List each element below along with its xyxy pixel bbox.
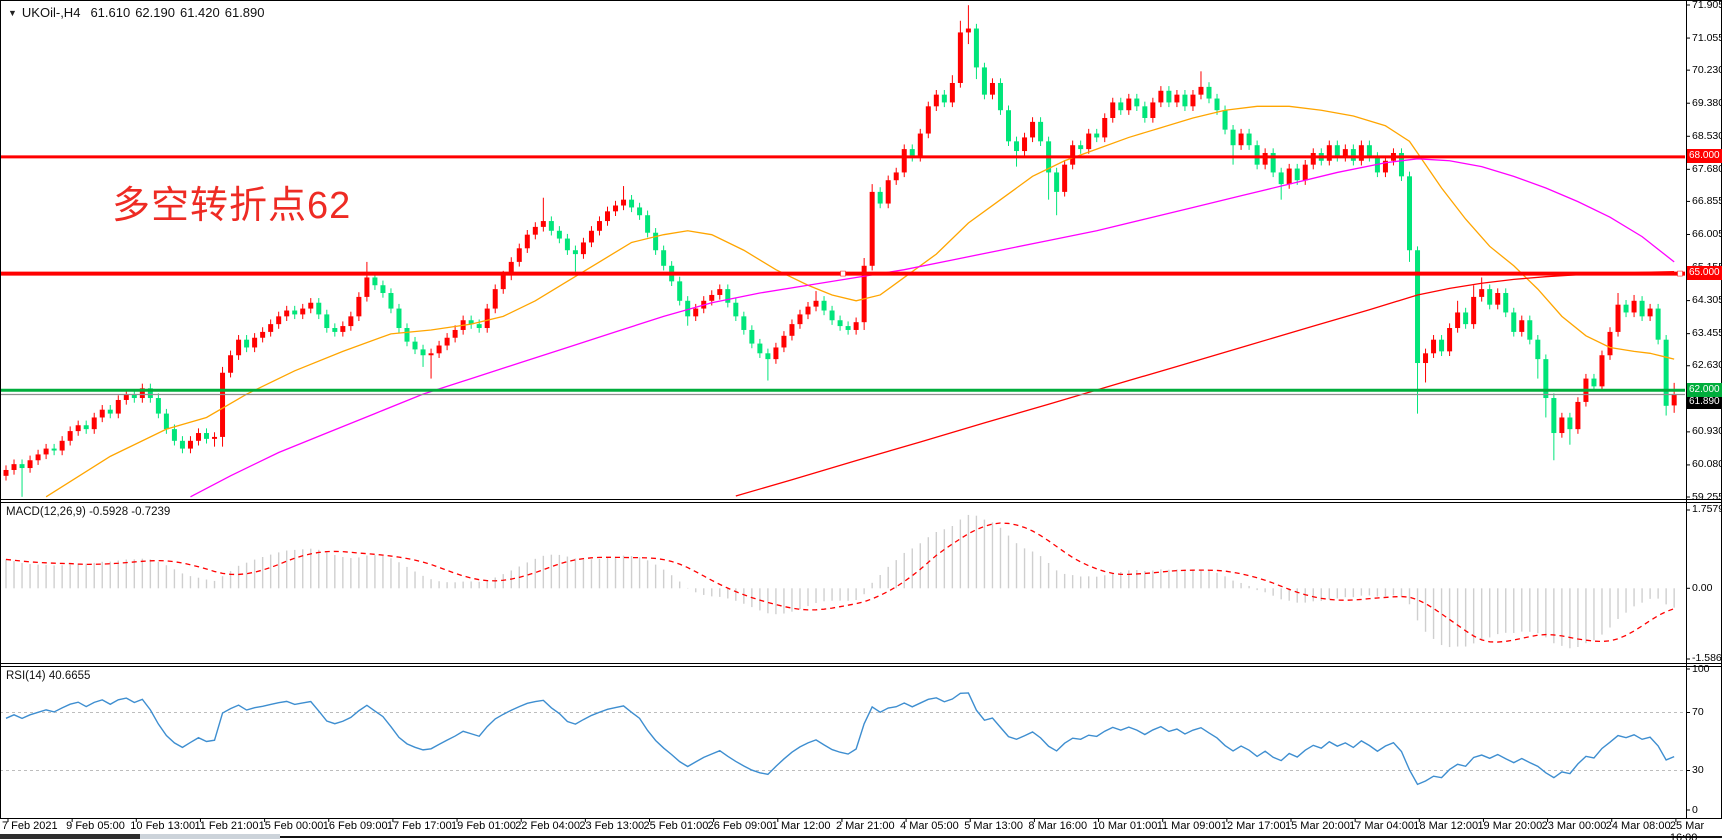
ohlc-low: 61.420 — [179, 5, 220, 20]
time-axis-label[interactable]: 17 Mar 04:00 — [1349, 820, 1414, 832]
time-axis-label[interactable]: 15 Mar 20:00 — [1285, 820, 1350, 832]
rsi-indicator-label: RSI(14) 40.6655 — [6, 670, 90, 682]
time-axis-label[interactable]: 25 Feb 01:00 — [643, 820, 709, 832]
time-axis-label[interactable]: 23 Feb 13:00 — [579, 820, 645, 832]
macd-axis-tick: 0.00 — [1692, 581, 1713, 594]
price-axis-tick: 67.680 — [1692, 162, 1722, 175]
symbol-dropdown-icon[interactable]: ▼ — [8, 8, 17, 18]
time-axis-label[interactable]: 9 Feb 05:00 — [66, 820, 125, 832]
rsi-axis-tick: 0 — [1692, 803, 1698, 816]
rsi-line — [5, 692, 1675, 786]
time-axis-label[interactable]: 2 Mar 21:00 — [835, 820, 895, 832]
symbol-info-bar[interactable]: ▼ UKOil-,H4 61.610 62.190 61.420 61.890 — [8, 5, 270, 20]
chart-text-annotation[interactable]: 多空转折点62 — [112, 185, 352, 227]
symbol-period-label: UKOil-,H4 — [21, 5, 81, 20]
macd-name: MACD(12,26,9) — [6, 506, 86, 518]
price-axis-tick: 62.630 — [1692, 359, 1722, 372]
time-axis-label[interactable]: 26 Feb 09:00 — [707, 820, 773, 832]
price-axis-tick: 64.305 — [1692, 294, 1722, 307]
macd-indicator-label: MACD(12,26,9) -0.5928 -0.7239 — [6, 506, 170, 518]
time-axis-label[interactable]: 24 Mar 08:00 — [1605, 820, 1671, 832]
rsi-name: RSI(14) — [6, 670, 46, 682]
price-axis-tick: 59.255 — [1692, 490, 1722, 503]
bid-price-tag: 61.890 — [1687, 395, 1722, 410]
time-axis-label[interactable]: 10 Feb 13:00 — [130, 820, 196, 832]
time-axis-label[interactable]: 4 Mar 05:00 — [900, 820, 959, 832]
ma-mid-magenta — [190, 158, 1675, 498]
price-axis-tick: 66.855 — [1692, 194, 1722, 207]
time-axis-label[interactable]: 18 Mar 12:00 — [1413, 820, 1479, 832]
time-axis-label[interactable]: 7 Feb 2021 — [2, 820, 58, 832]
horizontal-scrollbar-page[interactable] — [140, 834, 280, 839]
price-axis-tick: 60.080 — [1692, 458, 1722, 471]
rsi-axis-tick: 100 — [1692, 662, 1710, 675]
ma-slow-red — [735, 270, 1675, 497]
price-axis-tick: 60.930 — [1692, 425, 1722, 438]
hline-selection-marker[interactable] — [1677, 270, 1683, 277]
time-axis-label[interactable]: 15 Feb 00:00 — [258, 820, 324, 832]
rsi-value: 40.6655 — [48, 670, 91, 682]
time-axis-label[interactable]: 25 Mar 16:00 — [1669, 820, 1705, 840]
time-axis-label[interactable]: 1 Mar 12:00 — [771, 820, 831, 832]
macd-signal-line — [5, 522, 1675, 643]
horizontal-scrollbar-track[interactable] — [280, 836, 1722, 838]
time-axis-label[interactable]: 22 Feb 04:00 — [515, 820, 581, 832]
rsi-axis-tick: 30 — [1692, 764, 1704, 776]
price-axis-tick: 71.055 — [1692, 31, 1722, 44]
macd-values: -0.5928 -0.7239 — [89, 506, 171, 518]
candles — [3, 5, 1677, 497]
time-axis-label[interactable]: 11 Feb 21:00 — [194, 820, 259, 832]
time-axis-label[interactable]: 16 Feb 09:00 — [322, 820, 388, 832]
price-axis-tick: 69.380 — [1692, 96, 1722, 109]
time-axis-label[interactable]: 12 Mar 17:00 — [1220, 820, 1286, 832]
hline-price-tag: 65.000 — [1687, 266, 1722, 281]
ohlc-open: 61.610 — [90, 5, 131, 20]
time-axis-label[interactable]: 19 Feb 01:00 — [451, 820, 516, 832]
price-axis-tick: 68.530 — [1692, 129, 1722, 142]
horizontal-scrollbar-thumb[interactable] — [0, 834, 140, 839]
hline-price-tag: 68.000 — [1687, 149, 1722, 164]
ohlc-high: 62.190 — [135, 5, 175, 20]
price-axis-tick: 63.455 — [1692, 327, 1722, 340]
time-axis-label[interactable]: 8 Mar 16:00 — [1028, 820, 1088, 832]
hline-price-tag: 62.000 — [1687, 382, 1722, 397]
hline-selection-marker[interactable] — [840, 270, 846, 277]
price-axis-tick: 70.230 — [1692, 63, 1722, 76]
price-axis-tick: 71.905 — [1692, 0, 1722, 11]
time-axis-label[interactable]: 23 Mar 00:00 — [1541, 820, 1607, 832]
time-axis-label[interactable]: 10 Mar 01:00 — [1092, 820, 1158, 832]
price-axis-tick: 66.005 — [1692, 227, 1722, 240]
macd-axis-tick: 1.7579 — [1692, 503, 1722, 516]
macd-pane[interactable] — [5, 514, 1675, 649]
ohlc-close: 61.890 — [224, 5, 265, 20]
ma-fast-orange — [45, 105, 1675, 498]
rsi-axis-tick: 70 — [1692, 706, 1704, 718]
time-axis-label[interactable]: 5 Mar 13:00 — [964, 820, 1023, 832]
time-axis-label[interactable]: 17 Feb 17:00 — [386, 820, 452, 832]
time-axis-label[interactable]: 19 Mar 20:00 — [1477, 820, 1543, 832]
time-axis-label[interactable]: 11 Mar 09:00 — [1156, 820, 1221, 832]
price-pane[interactable] — [0, 5, 1685, 498]
macd-axis-tick: -1.5867 — [1692, 652, 1722, 665]
rsi-pane[interactable] — [0, 692, 1685, 786]
